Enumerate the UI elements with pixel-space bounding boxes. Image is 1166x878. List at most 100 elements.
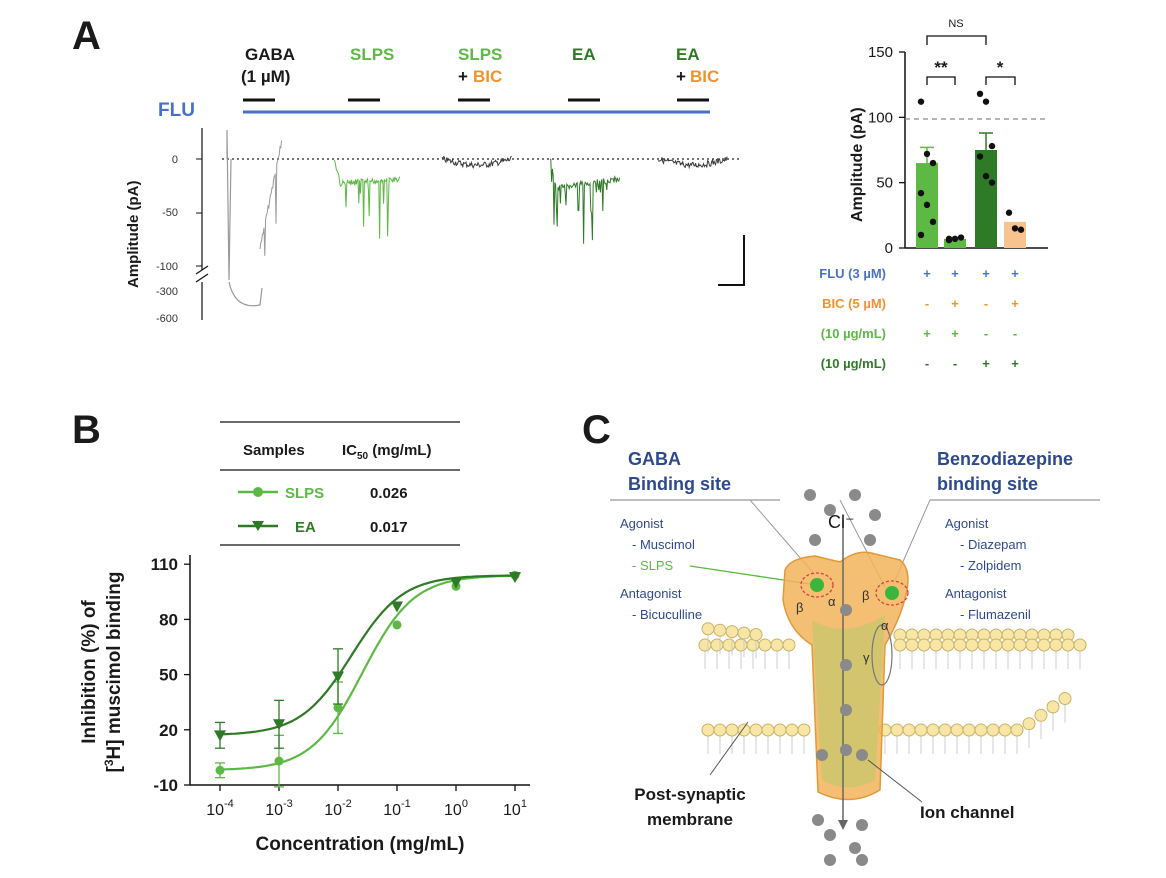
- sig-bracket-1: [926, 76, 956, 85]
- bar-1: [944, 238, 966, 248]
- benzo-site-highlight: [875, 580, 909, 606]
- trace-ea: [549, 158, 621, 244]
- lipid-upper-left-back-head-3: [737, 626, 751, 640]
- lipid-upper-left-head-1: [710, 638, 724, 652]
- table-col2: IC50 (mg/mL): [342, 442, 431, 462]
- b-ytick--10: -10: [153, 776, 178, 795]
- bar-ytick-100: 100: [868, 109, 893, 126]
- trace-gaba-spike: [226, 129, 232, 281]
- lipid-lower-left-head-8: [797, 723, 811, 737]
- traces-group: [226, 129, 728, 307]
- condition-sign-0-0: +: [923, 266, 931, 281]
- chloride-ion-15: [849, 842, 861, 854]
- chloride-ion-16: [824, 854, 836, 866]
- b-xtick-1: 10-3: [265, 798, 293, 819]
- gaba-site-highlight: [800, 572, 834, 598]
- b-ylabel-2-sup: 3: [102, 759, 116, 766]
- b-ylabel-2: [3H] muscimol binding: [102, 572, 125, 773]
- subunit-alpha-2: α: [881, 618, 889, 633]
- condition-sign-1-2: -: [984, 296, 988, 311]
- header-gaba-1: GABA: [245, 45, 295, 64]
- lipid-lower-right-head-6: [950, 723, 964, 737]
- chloride-ion-5: [864, 534, 876, 546]
- condition-label-2: SLPS (10 µg/mL): [820, 326, 886, 341]
- bar-point-0-5: [929, 218, 937, 226]
- bar-point-2-5: [988, 179, 996, 186]
- left-list-2: - SLPS: [632, 558, 674, 573]
- legend-marker-ea: [252, 521, 264, 531]
- bar-point-1-1: [951, 235, 959, 243]
- trace-tick-100: -100: [156, 261, 178, 273]
- lipid-upper-right-front-head-0: [893, 638, 907, 652]
- b-point-slps-2: [333, 703, 343, 713]
- b-xtick-3: 10-1: [383, 798, 411, 819]
- lipid-upper-left-head-0: [698, 638, 712, 652]
- panel-a-traces: GABA (1 µM) SLPS SLPS + BIC EA EA + BIC …: [125, 45, 745, 325]
- b-xtick-0: 10-4: [206, 798, 234, 819]
- lipid-lower-left-head-4: [749, 723, 763, 737]
- b-ytick-20: 20: [159, 721, 178, 740]
- benzo-title-1: Benzodiazepine: [937, 449, 1073, 469]
- condition-sign-3-0: -: [925, 356, 929, 371]
- trace-ea-bic: [657, 156, 728, 170]
- legend-value-slps: 0.026: [370, 485, 408, 502]
- b-point-slps-1: [274, 756, 284, 766]
- lipid-lower-left-head-0: [701, 723, 715, 737]
- benzo-title-2: binding site: [937, 474, 1038, 494]
- lipid-lower-right-head-8: [974, 723, 988, 737]
- bar-point-2-2: [988, 142, 996, 150]
- header-slps-bic-2: BIC: [473, 67, 502, 86]
- bar-point-0-3: [917, 189, 925, 197]
- lipid-upper-right-front-head-14: [1061, 638, 1075, 652]
- chloride-ion-1: [849, 489, 861, 501]
- condition-sign-1-1: +: [951, 296, 959, 311]
- receptor-inner: [812, 615, 885, 788]
- trace-tick-600: -600: [156, 313, 178, 325]
- b-point-ea-4: [450, 577, 462, 589]
- condition-sign-2-0: +: [923, 326, 931, 341]
- lipid-upper-right-front-head-8: [989, 638, 1003, 652]
- sig-label-ns: NS: [948, 18, 963, 30]
- lipid-lower-right-head-4: [926, 723, 940, 737]
- chloride-ion-11: [856, 749, 868, 761]
- lipid-lower-right-head-11: [1010, 723, 1024, 737]
- b-point-ea-0: [214, 730, 226, 742]
- lipid-upper-left-head-3: [734, 638, 748, 652]
- b-ylabel-2-post: H] muscimol binding: [104, 572, 125, 760]
- condition-sign-2-3: -: [1013, 326, 1017, 341]
- sig-bracket-2: [985, 76, 1016, 85]
- membrane-label-2: membrane: [647, 810, 733, 829]
- lipid-upper-left-head-5: [758, 638, 772, 652]
- bar-point-2-1: [982, 98, 990, 105]
- header-slps-bic-plus: +: [458, 67, 468, 86]
- lipid-upper-left-head-6: [770, 638, 784, 652]
- condition-sign-1-3: +: [1011, 296, 1019, 311]
- lipid-lower-right-head-10: [998, 723, 1012, 737]
- bar-point-1-3: [945, 235, 953, 243]
- sig-label-1: **: [934, 58, 948, 77]
- condition-label-1: BIC (5 µM): [822, 296, 886, 311]
- lipid-upper-right-front-head-3: [929, 638, 943, 652]
- panel-b-letter: B: [72, 408, 101, 452]
- table-col2-rest: (mg/mL): [368, 442, 431, 459]
- bar-point-2-4: [982, 172, 990, 180]
- gaba-site-ligand: [810, 578, 824, 592]
- lipid-upper-right-front-head-4: [941, 638, 955, 652]
- condition-label-3: EA (10 µg/mL): [820, 356, 886, 371]
- condition-sign-0-2: +: [982, 266, 990, 281]
- lipid-lower-left-head-6: [773, 723, 787, 737]
- left-list-1: - Muscimol: [632, 537, 695, 552]
- header-ea-bic-1: EA: [676, 45, 700, 64]
- bar-point-0-4: [923, 201, 931, 209]
- legend-label-slps: SLPS: [285, 485, 324, 502]
- right-list-2: - Zolpidem: [960, 558, 1021, 573]
- condition-sign-3-1: -: [953, 356, 957, 371]
- chloride-ion-10: [816, 749, 828, 761]
- trace-slps: [333, 159, 401, 239]
- chloride-ion-0: [804, 489, 816, 501]
- left-list-3: Antagonist: [620, 586, 682, 601]
- gaba-title-1: GABA: [628, 449, 681, 469]
- right-list-0: Agonist: [945, 516, 989, 531]
- sig-label-2: *: [997, 58, 1004, 77]
- bar-point-3-1: [1011, 225, 1019, 232]
